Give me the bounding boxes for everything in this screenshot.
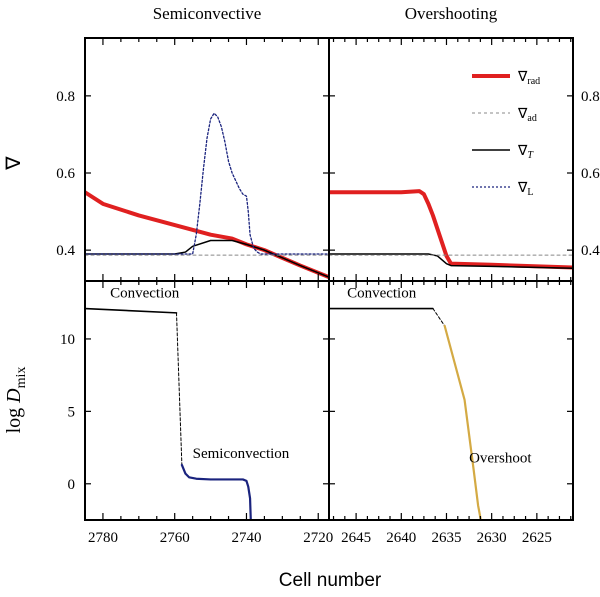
ytick-label: 5 <box>68 404 76 420</box>
xtick-label: 2625 <box>522 530 552 546</box>
ytick-label: 0.8 <box>56 89 75 105</box>
panel-frame <box>84 37 330 282</box>
ytick-label: 0.6 <box>581 166 600 182</box>
panel-bottom-left: 0 5 10 2780 2760 2740 2720 Convection Semiconvec… <box>60 280 333 546</box>
panel-title: Overshooting <box>405 4 498 23</box>
ytick-label: 10 <box>60 332 75 348</box>
xtick-label: 2630 <box>477 530 507 546</box>
ytick-label: 0.4 <box>56 243 75 259</box>
legend-label: ∇L <box>517 181 533 198</box>
panel-top-right: 0.4 0.6 0.8 Overshooting <box>328 4 600 282</box>
xtick-label: 2720 <box>303 530 333 546</box>
annotation-semiconvection: Semiconvection <box>193 446 290 462</box>
panel-frame <box>328 37 574 282</box>
legend: ∇rad ∇ad ∇T ∇L <box>472 70 540 198</box>
panel-bottom-right: 2645 2640 2635 2630 2625 Convection Overshoot <box>328 280 574 546</box>
xtick-label: 2635 <box>431 530 461 546</box>
panel-title: Semiconvective <box>153 4 262 23</box>
xtick-label: 2740 <box>231 530 261 546</box>
panel-frame <box>328 280 574 521</box>
annotation-convection: Convection <box>347 285 417 301</box>
series-grad-T-line <box>329 253 573 270</box>
xtick-label: 2760 <box>160 530 190 546</box>
series-transition-line <box>176 312 183 466</box>
series-semiconvection-line <box>180 463 252 520</box>
series-group <box>85 112 329 280</box>
series-overshoot-line <box>443 324 482 520</box>
ylabel-bottom: log Dmix <box>3 367 29 434</box>
legend-label: ∇T <box>517 144 534 161</box>
ytick-label: 0.6 <box>56 166 75 182</box>
legend-label: ∇ad <box>517 107 537 124</box>
series-transition-line <box>432 308 446 327</box>
series-grad-rad-line <box>85 190 329 280</box>
series-grad-L-line <box>85 112 329 255</box>
xtick-label: 2640 <box>386 530 416 546</box>
xtick-label: 2780 <box>88 530 118 546</box>
series-convection-line <box>85 307 178 314</box>
legend-label: ∇rad <box>517 70 540 87</box>
xlabel: Cell number <box>279 570 382 591</box>
series-group <box>329 189 573 270</box>
ytick-label: 0.4 <box>581 243 600 259</box>
ytick-label: 0 <box>68 477 76 493</box>
xtick-label: 2645 <box>341 530 371 546</box>
ylabel-top: ∇ <box>3 156 25 171</box>
annotation-overshoot: Overshoot <box>469 450 532 466</box>
series-grad-rad-line <box>329 189 573 270</box>
ytick-label: 0.8 <box>581 89 600 105</box>
series-grad-T-line <box>85 239 329 278</box>
panel-top-left: 0.4 0.6 0.8 Semiconvective <box>56 4 330 282</box>
annotation-convection: Convection <box>110 285 180 301</box>
series-group <box>85 307 252 520</box>
panel-frame <box>84 280 330 521</box>
series-group <box>329 307 482 520</box>
